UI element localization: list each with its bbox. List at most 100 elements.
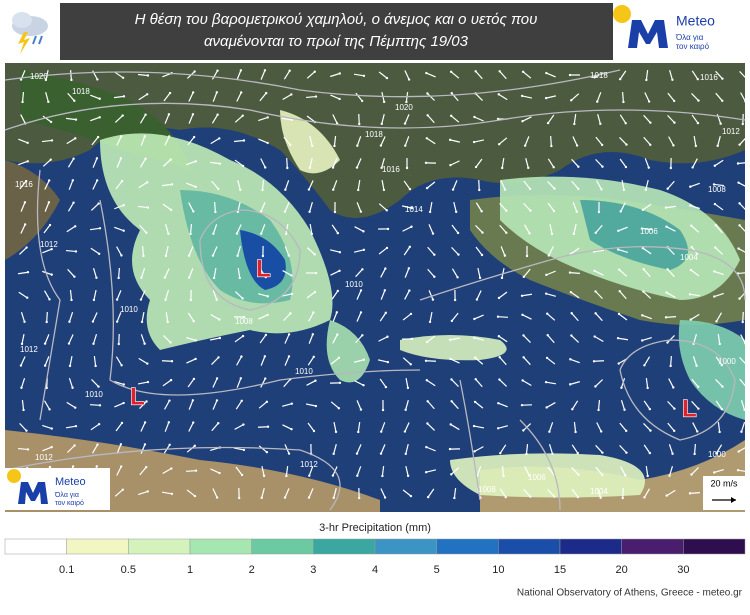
wind-arrow-head (311, 233, 313, 235)
isobar-label: 1004 (680, 253, 698, 262)
wind-arrow-head (384, 496, 386, 498)
wind-arrow-head (473, 425, 475, 427)
wind-arrow-head (73, 100, 75, 102)
wind-arrow-head (120, 157, 122, 159)
wind-arrow-head (404, 409, 406, 411)
wind-arrow-head (239, 189, 241, 191)
wind-arrow-head (569, 271, 571, 273)
wind-arrow-head (476, 298, 478, 300)
wind-arrow-head (168, 421, 170, 423)
wind-arrow-head (718, 431, 720, 433)
wind-arrow-head (386, 336, 388, 338)
wind-arrow-head (426, 187, 428, 189)
wind-arrow-head (409, 188, 411, 190)
wind-arrow-head (144, 421, 146, 423)
wind-arrow-head (596, 100, 598, 102)
wind-arrow-head (48, 298, 50, 300)
wind-arrow-head (332, 166, 334, 168)
wind-arrow-head (600, 188, 602, 190)
wind-arrow-head (263, 475, 265, 477)
wind-arrow-head (649, 121, 651, 123)
color-swatch (498, 539, 560, 554)
wind-arrow-head (525, 453, 527, 455)
wind-arrow-head (27, 271, 29, 273)
wind-arrow-head (335, 431, 337, 433)
wind-arrow-head (670, 167, 672, 169)
color-bar-label: 20 (616, 564, 628, 576)
wind-arrow-head (385, 386, 387, 388)
wind-arrow-head (290, 274, 292, 276)
wind-arrow-head (240, 91, 242, 93)
color-swatch (313, 539, 375, 554)
wind-arrow-head (425, 72, 427, 74)
wind-arrow-head (475, 166, 477, 168)
wind-arrow-head (265, 92, 267, 94)
wind-arrow-head (334, 211, 336, 213)
wind-arrow-head (573, 233, 575, 235)
wind-arrow-head (577, 452, 579, 454)
wind-arrow (498, 317, 508, 318)
wind-arrow-head (599, 123, 601, 125)
wind-arrow-head (190, 299, 192, 301)
color-bar-label: 0.5 (121, 564, 136, 576)
wind-arrow (306, 97, 316, 98)
wind-arrow-head (168, 399, 170, 401)
wind-arrow-head (192, 320, 194, 322)
wind-arrow-head (240, 355, 242, 357)
wind-arrow-head (147, 490, 149, 492)
wind-arrow-head (241, 400, 243, 402)
wind-arrow-head (529, 188, 531, 190)
wind-arrow-head (719, 123, 721, 125)
wind-arrow-head (429, 211, 431, 213)
wind-arrow-head (96, 78, 98, 80)
color-swatch (622, 539, 684, 554)
wind-arrow-head (623, 409, 625, 411)
wind-arrow-head (214, 211, 216, 213)
wind-arrow-head (189, 233, 191, 235)
wind-arrow-head (266, 142, 268, 144)
wind-arrow (551, 136, 552, 146)
wind-arrow-head (473, 318, 475, 320)
wind-arrow-head (548, 431, 550, 433)
wind-arrow-head (140, 277, 142, 279)
wind-arrow-head (408, 289, 410, 291)
wind-arrow-head (689, 204, 691, 206)
wind-arrow-head (121, 180, 123, 182)
isobar-label: 1016 (700, 73, 718, 82)
wind-arrow-head (473, 141, 475, 143)
wind-arrow (18, 449, 28, 450)
wind-arrow-head (242, 165, 244, 167)
wind-arrow-head (98, 253, 100, 255)
wind-arrow-head (671, 79, 673, 81)
wind-arrow-head (192, 399, 194, 401)
wind-arrow-head (665, 291, 667, 293)
wind-arrow-head (569, 358, 571, 360)
wind-arrow-head (449, 164, 451, 166)
logo-tagline: τον καιρό (55, 499, 84, 507)
wind-arrow-head (386, 77, 388, 79)
wind-arrow-head (504, 254, 506, 256)
wind-arrow-head (649, 408, 651, 410)
wind-arrow-head (666, 268, 668, 270)
wind-arrow-head (721, 100, 723, 102)
wind-arrow-head (169, 92, 171, 94)
wind-arrow-head (744, 100, 746, 102)
wind-arrow-head (504, 188, 506, 190)
wind-arrow-head (166, 321, 168, 323)
isobar-label: 1008 (478, 485, 496, 494)
wind-arrow-head (426, 341, 428, 343)
color-bar-label: 1 (187, 564, 193, 576)
wind-arrow-head (498, 378, 500, 380)
wind-arrow-head (363, 359, 365, 361)
wind-arrow-head (502, 475, 504, 477)
wind-arrow-head (695, 145, 697, 147)
wind-arrow-head (25, 429, 27, 431)
wind-arrow-head (332, 188, 334, 190)
wind-arrow-head (144, 135, 146, 137)
isobar-label: 1008 (708, 185, 726, 194)
wind-arrow (666, 317, 676, 318)
wind-arrow-head (386, 209, 388, 211)
wind-arrow-head (338, 407, 340, 409)
wind-arrow-head (593, 270, 595, 272)
wind-arrow-head (451, 92, 453, 94)
